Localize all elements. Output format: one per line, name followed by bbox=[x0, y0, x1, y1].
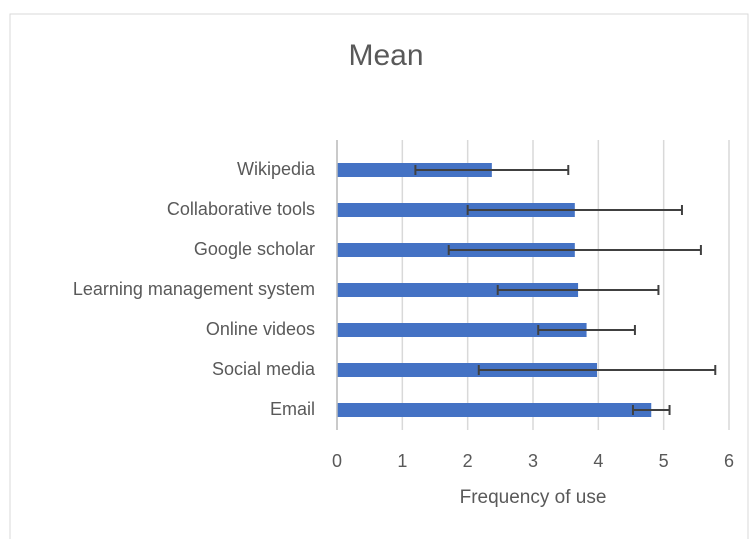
x-axis-label: Frequency of use bbox=[460, 487, 607, 508]
chart-frame bbox=[9, 13, 749, 539]
x-tick-label: 3 bbox=[528, 451, 538, 471]
error-bar bbox=[477, 365, 717, 375]
error-bar bbox=[414, 165, 570, 175]
y-tick-label: Social media bbox=[212, 359, 316, 379]
y-tick-label: Wikipedia bbox=[237, 159, 316, 179]
y-tick-label: Online videos bbox=[206, 319, 315, 339]
bar bbox=[337, 203, 575, 217]
error-bar bbox=[496, 285, 660, 295]
y-tick-label: Collaborative tools bbox=[167, 199, 315, 219]
x-tick-label: 5 bbox=[659, 451, 669, 471]
x-tick-label: 6 bbox=[724, 451, 734, 471]
error-bar bbox=[466, 205, 683, 215]
y-tick-label: Google scholar bbox=[194, 239, 315, 259]
bar bbox=[337, 363, 598, 377]
x-tick-label: 2 bbox=[463, 451, 473, 471]
error-bar bbox=[447, 245, 702, 255]
chart-title: Mean bbox=[348, 39, 423, 72]
bar bbox=[337, 283, 579, 297]
x-tick-label: 4 bbox=[593, 451, 603, 471]
y-tick-label: Email bbox=[270, 399, 315, 419]
y-tick-label: Learning management system bbox=[73, 279, 315, 299]
error-bar bbox=[537, 325, 636, 335]
x-tick-label: 1 bbox=[397, 451, 407, 471]
bar bbox=[337, 323, 587, 337]
error-bar bbox=[631, 405, 671, 415]
bar bbox=[337, 403, 652, 417]
x-tick-label: 0 bbox=[332, 451, 342, 471]
